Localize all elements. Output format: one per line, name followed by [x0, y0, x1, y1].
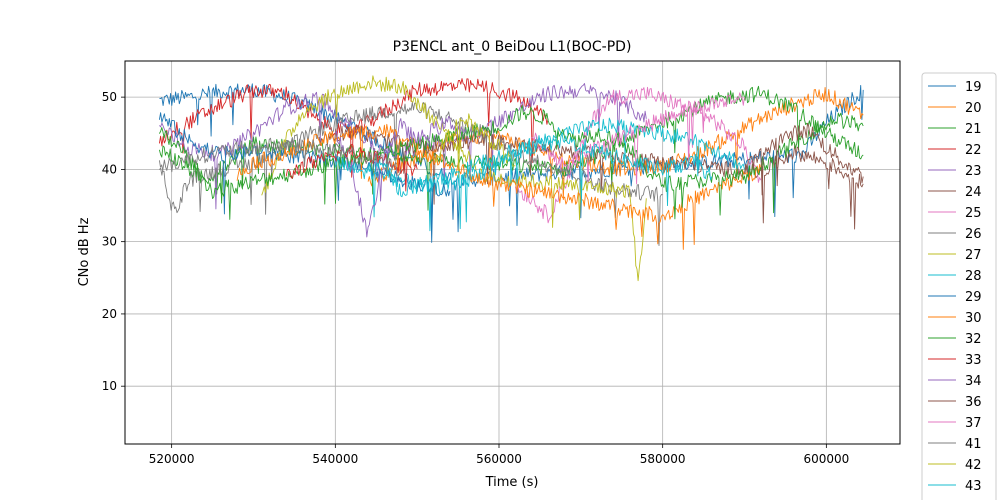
plot-frame	[124, 60, 901, 445]
legend-label: 28	[965, 269, 982, 284]
legend-label: 25	[965, 206, 982, 221]
legend-label: 24	[965, 185, 982, 200]
series-line-21	[158, 85, 864, 211]
y-tick-label: 40	[102, 162, 117, 176]
y-tick-label: 20	[102, 307, 117, 321]
legend-label: 42	[965, 458, 982, 473]
legend-frame	[921, 72, 997, 500]
legend-label: 20	[965, 101, 982, 116]
legend-label: 41	[965, 437, 982, 452]
y-tick-label: 10	[102, 379, 117, 393]
y-tick-label: 50	[102, 90, 117, 104]
y-axis-label: CNo dB Hz	[77, 217, 92, 286]
legend-label: 36	[965, 395, 982, 410]
legend-label: 23	[965, 164, 982, 179]
legend: 19 20 21 22 23 24 25 26 27 28 29 30 32 33 34 36 37 41 42 43	[921, 72, 997, 500]
legend-label: 43	[965, 479, 982, 494]
legend-label: 37	[965, 416, 982, 431]
series-line-36	[744, 122, 864, 196]
series-line-27	[261, 75, 647, 282]
series-line-32	[159, 105, 864, 220]
series-line-25	[514, 86, 762, 224]
series-line-26	[158, 101, 663, 246]
series-line-43	[334, 132, 713, 232]
legend-label: 27	[965, 248, 982, 263]
series-line-33	[285, 144, 418, 192]
x-tick-label: 580000	[640, 452, 686, 466]
x-tick-label: 520000	[149, 452, 195, 466]
legend-label: 32	[965, 332, 982, 347]
series-line-34	[334, 115, 467, 238]
x-tick-label: 560000	[476, 452, 522, 466]
x-axis-ticks: 520000 540000 560000 580000 600000	[149, 444, 849, 466]
legend-label: 26	[965, 227, 982, 242]
legend-label: 33	[965, 353, 982, 368]
series-line-42	[433, 113, 516, 178]
x-axis-label: Time (s)	[485, 475, 539, 490]
chart-title: P3ENCL ant_0 BeiDou L1(BOC-PD)	[393, 39, 632, 55]
x-tick-label: 600000	[803, 452, 849, 466]
y-tick-label: 30	[102, 235, 117, 249]
y-axis-ticks: 10 20 30 40 50	[102, 90, 125, 393]
legend-label: 34	[965, 374, 982, 389]
x-tick-label: 540000	[312, 452, 358, 466]
legend-label: 19	[965, 80, 982, 95]
legend-label: 22	[965, 143, 982, 158]
legend-label: 30	[965, 311, 982, 326]
legend-label: 21	[965, 122, 982, 137]
legend-label: 29	[965, 290, 982, 305]
series-lines	[158, 75, 864, 282]
series-line-41	[159, 137, 402, 176]
series-line-37	[531, 92, 745, 185]
